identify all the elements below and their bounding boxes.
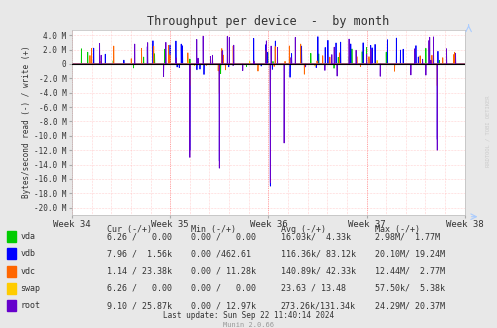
- Text: 16.03k/  4.33k: 16.03k/ 4.33k: [281, 232, 351, 241]
- Text: Last update: Sun Sep 22 11:40:14 2024: Last update: Sun Sep 22 11:40:14 2024: [163, 311, 334, 320]
- FancyBboxPatch shape: [7, 283, 16, 294]
- Text: RRDTOOL / TOBI OETIKER: RRDTOOL / TOBI OETIKER: [486, 95, 491, 167]
- Text: 24.29M/ 20.37M: 24.29M/ 20.37M: [375, 301, 445, 310]
- Text: Max (-/+): Max (-/+): [375, 225, 420, 235]
- FancyBboxPatch shape: [7, 300, 16, 311]
- Text: 273.26k/131.34k: 273.26k/131.34k: [281, 301, 356, 310]
- Text: 0.00 /   0.00: 0.00 / 0.00: [191, 284, 256, 293]
- Text: Avg (-/+): Avg (-/+): [281, 225, 326, 235]
- Text: 116.36k/ 83.12k: 116.36k/ 83.12k: [281, 249, 356, 258]
- Text: vdb: vdb: [20, 249, 35, 258]
- Text: 9.10 / 25.87k: 9.10 / 25.87k: [107, 301, 172, 310]
- Text: 0.00 /462.61: 0.00 /462.61: [191, 249, 251, 258]
- Text: 0.00 / 11.28k: 0.00 / 11.28k: [191, 267, 256, 276]
- Text: 0.00 /   0.00: 0.00 / 0.00: [191, 232, 256, 241]
- Text: 0.00 / 12.97k: 0.00 / 12.97k: [191, 301, 256, 310]
- Title: Throughput per device  -  by month: Throughput per device - by month: [147, 15, 390, 28]
- Y-axis label: Bytes/second read (-) / write (+): Bytes/second read (-) / write (+): [22, 46, 31, 198]
- Text: 20.10M/ 19.24M: 20.10M/ 19.24M: [375, 249, 445, 258]
- Text: vda: vda: [20, 232, 35, 241]
- Text: Munin 2.0.66: Munin 2.0.66: [223, 322, 274, 328]
- FancyBboxPatch shape: [7, 266, 16, 277]
- Text: 23.63 / 13.48: 23.63 / 13.48: [281, 284, 346, 293]
- Text: swap: swap: [20, 284, 40, 293]
- Text: 6.26 /   0.00: 6.26 / 0.00: [107, 284, 172, 293]
- Text: root: root: [20, 301, 40, 310]
- Text: 2.98M/  1.77M: 2.98M/ 1.77M: [375, 232, 440, 241]
- FancyBboxPatch shape: [7, 248, 16, 259]
- FancyBboxPatch shape: [7, 231, 16, 242]
- Text: 7.96 /  1.56k: 7.96 / 1.56k: [107, 249, 172, 258]
- Text: 12.44M/  2.77M: 12.44M/ 2.77M: [375, 267, 445, 276]
- Text: 57.50k/  5.38k: 57.50k/ 5.38k: [375, 284, 445, 293]
- Text: vdc: vdc: [20, 267, 35, 276]
- Text: 6.26 /   0.00: 6.26 / 0.00: [107, 232, 172, 241]
- Text: Cur (-/+): Cur (-/+): [107, 225, 152, 235]
- Text: 140.89k/ 42.33k: 140.89k/ 42.33k: [281, 267, 356, 276]
- Text: 1.14 / 23.38k: 1.14 / 23.38k: [107, 267, 172, 276]
- Text: Min (-/+): Min (-/+): [191, 225, 237, 235]
